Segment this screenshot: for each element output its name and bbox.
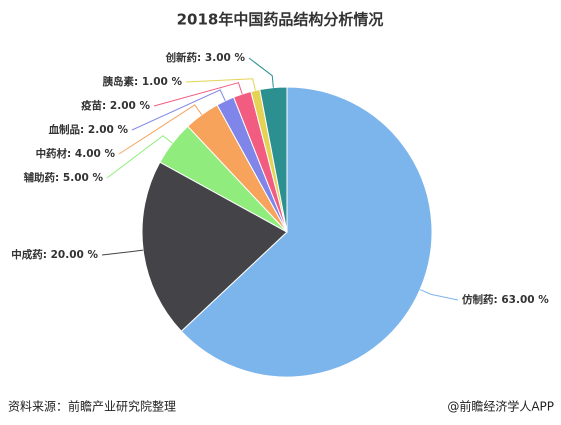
data-label: 疫苗: 2.00 %: [81, 99, 150, 112]
data-label: 创新药: 3.00 %: [165, 51, 246, 64]
leader-line: [131, 89, 226, 131]
leader-line: [101, 249, 144, 256]
data-label: 仿制药: 63.00 %: [462, 293, 549, 306]
data-label: 辅助药: 5.00 %: [24, 171, 104, 184]
leader-line: [106, 135, 173, 179]
pie-slice: [259, 86, 288, 233]
data-label: 胰岛素: 1.00 %: [103, 75, 183, 88]
leader-line: [185, 78, 256, 91]
data-label: 血制品: 2.00 %: [49, 123, 129, 136]
leader-line: [419, 289, 459, 301]
leader-line: [118, 104, 203, 155]
source: 资料来源：前瞻产业研究院整理: [8, 399, 176, 414]
credit: @前瞻经济学人APP: [447, 399, 554, 414]
data-label: 中药材: 4.00 %: [36, 147, 116, 160]
leader-line: [248, 57, 274, 88]
data-label: 中成药: 20.00 %: [11, 248, 98, 261]
chart-title: 2018年中国药品结构分析情况: [177, 11, 384, 29]
pie-slice: [141, 161, 288, 332]
leader-line: [153, 82, 243, 107]
